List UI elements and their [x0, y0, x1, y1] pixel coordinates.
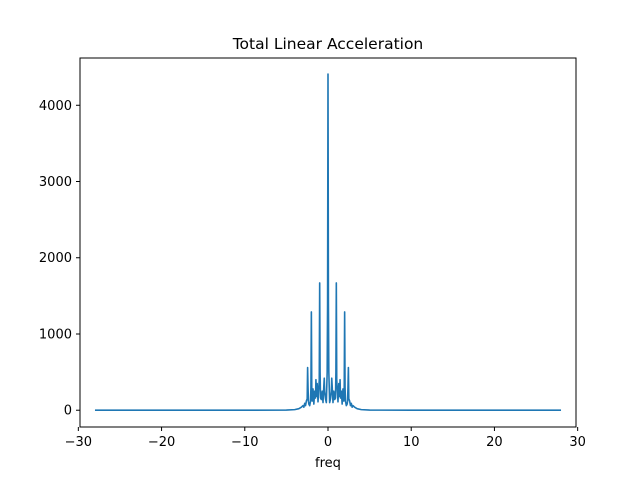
y-tick-label: 1000: [39, 327, 72, 342]
x-tick-label: −30: [65, 435, 92, 450]
chart-title: Total Linear Acceleration: [232, 35, 424, 53]
x-tick-label: 0: [324, 435, 332, 450]
x-axis-label: freq: [315, 456, 341, 471]
x-tick-label: −10: [231, 435, 258, 450]
y-tick-label: 4000: [39, 99, 72, 114]
series-line-0: [94, 73, 562, 412]
y-axis: 0 1000 2000 3000 4000: [39, 99, 80, 419]
y-tick-label: 2000: [39, 251, 72, 266]
x-tick-label: 10: [403, 435, 420, 450]
plot-area: [94, 73, 562, 412]
x-tick-label: −20: [148, 435, 175, 450]
x-axis: −30 −20 −10 0 10 20 30: [65, 427, 586, 450]
x-tick-label: 30: [569, 435, 586, 450]
y-tick-label: 3000: [39, 175, 72, 190]
x-tick-label: 20: [486, 435, 503, 450]
y-tick-label: 0: [64, 404, 72, 419]
